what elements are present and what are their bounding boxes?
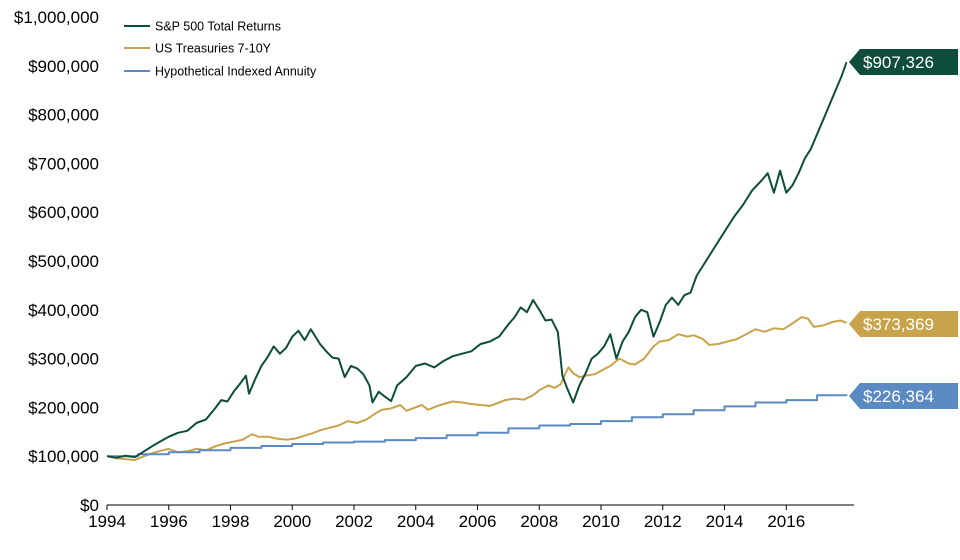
end-label-box-2 xyxy=(849,383,958,409)
y-tick-label: $600,000 xyxy=(28,203,99,222)
series-lines xyxy=(106,61,848,462)
end-label-box-1 xyxy=(849,311,958,337)
y-tick-label: $100,000 xyxy=(28,447,99,466)
x-tick-label: 1994 xyxy=(88,512,126,531)
y-axis-ticks: $0 $100,000 $200,000 $300,000 $400,000 $500,0… xyxy=(14,8,99,515)
x-tick-label: 2000 xyxy=(273,512,311,531)
x-tick-label: 2012 xyxy=(644,512,682,531)
end-label-box-0 xyxy=(849,49,958,75)
x-tick-label: 2002 xyxy=(335,512,373,531)
y-tick-label: $300,000 xyxy=(28,350,99,369)
x-tick-label: 2006 xyxy=(459,512,497,531)
x-tick-label: 2004 xyxy=(397,512,435,531)
series-line-1 xyxy=(106,316,847,462)
y-tick-label: $500,000 xyxy=(28,252,99,271)
x-tick-label: 2010 xyxy=(582,512,620,531)
legend-label-0: S&P 500 Total Returns xyxy=(155,20,281,34)
y-tick-label: $700,000 xyxy=(28,154,99,173)
x-tick-label: 2016 xyxy=(767,512,805,531)
legend-label-1: US Treasuries 7-10Y xyxy=(155,42,272,56)
y-tick-label: $1,000,000 xyxy=(14,8,99,27)
x-tick-label: 2008 xyxy=(520,512,558,531)
y-tick-label: $400,000 xyxy=(28,301,99,320)
end-labels: $907,326 $373,369 $226,364 xyxy=(849,49,958,409)
y-tick-label: $900,000 xyxy=(28,57,99,76)
x-axis-ticks: 1994 1996 1998 2000 2002 2004 2006 2008 2010 2012… xyxy=(88,505,805,531)
y-tick-label: $0 xyxy=(80,496,99,515)
legend: S&P 500 Total Returns US Treasuries 7-10Y… xyxy=(124,20,317,79)
y-tick-label: $200,000 xyxy=(28,398,99,417)
x-tick-label: 1996 xyxy=(150,512,188,531)
series-line-0 xyxy=(106,61,848,459)
end-label-2: $226,364 xyxy=(863,387,934,406)
series-line-2 xyxy=(107,394,848,458)
end-label-1: $373,369 xyxy=(863,315,934,334)
x-tick-label: 1998 xyxy=(212,512,250,531)
end-label-0: $907,326 xyxy=(863,53,934,72)
x-tick-label: 2014 xyxy=(706,512,744,531)
legend-label-2: Hypothetical Indexed Annuity xyxy=(155,65,317,79)
y-tick-label: $800,000 xyxy=(28,106,99,125)
